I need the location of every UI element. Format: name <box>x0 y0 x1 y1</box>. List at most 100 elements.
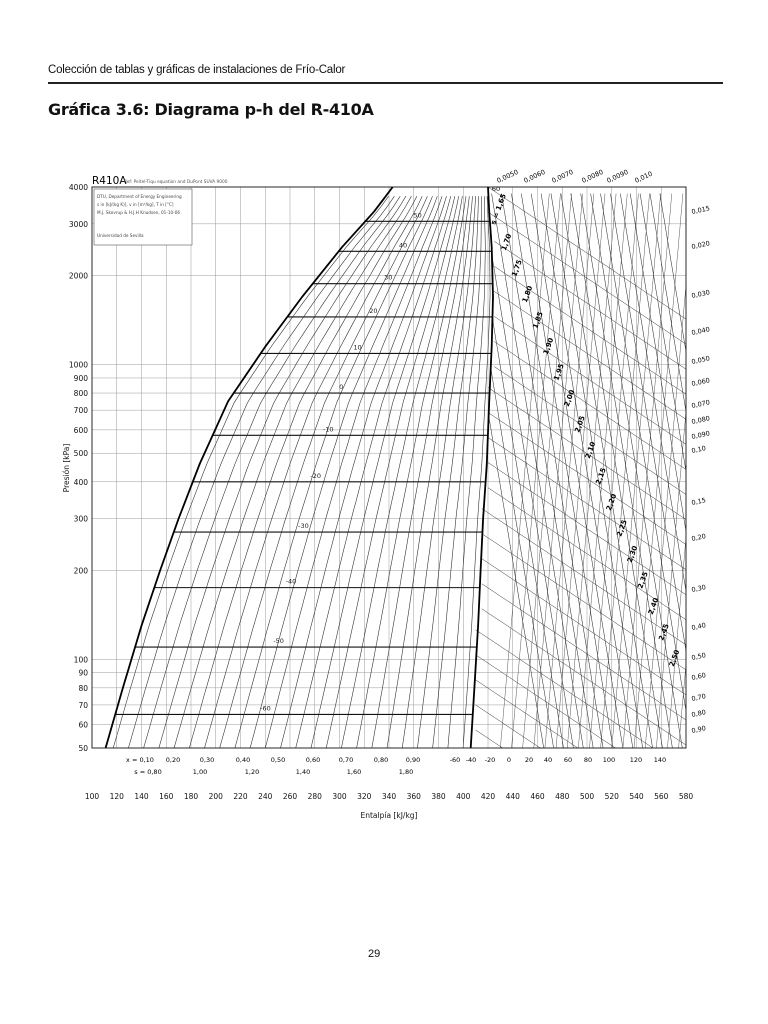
superheat-isotherm <box>620 193 686 593</box>
isochore-line <box>481 508 686 646</box>
isentrope-line <box>128 196 395 748</box>
x-tick-label: 580 <box>679 792 694 801</box>
x-tick-label: 300 <box>332 792 347 801</box>
vapor-entropy-label: 1,80 <box>521 285 534 304</box>
y-tick-label: 2000 <box>69 272 88 281</box>
entropy-label: 1,60 <box>347 768 361 776</box>
isotherm-label: -10 <box>323 425 334 433</box>
isotherm-label: 50 <box>414 211 422 219</box>
isentrope-line <box>417 196 479 748</box>
y-tick-label: 800 <box>74 389 89 398</box>
volume-label: 0,90 <box>691 724 707 735</box>
volume-label: 0,15 <box>691 496 707 507</box>
quality-label: 0,30 <box>200 756 214 764</box>
volume-label: 0,090 <box>691 429 711 441</box>
vapor-isentrope <box>522 193 572 748</box>
isentrope-line <box>219 196 428 748</box>
isochore-line <box>475 679 579 748</box>
isentrope-line <box>189 196 418 748</box>
volume-label: 0,030 <box>691 288 711 300</box>
isochore-line <box>481 583 686 721</box>
isentrope-line <box>204 196 423 748</box>
vapor-isentrope <box>589 193 639 748</box>
isentrope-line <box>249 196 438 748</box>
y-tick-label: 100 <box>74 655 89 664</box>
superheat-isotherm <box>649 193 686 414</box>
y-tick-label: 50 <box>78 744 88 753</box>
x-tick-label: 220 <box>233 792 248 801</box>
isentrope-line <box>173 196 412 748</box>
isochore-line <box>494 266 686 395</box>
vapor-entropy-label: 2,20 <box>605 493 618 512</box>
y-tick-label: 4000 <box>69 183 88 192</box>
info-box-line: s in [kJ/(kg K)], v in [m³/kg], T in [°C… <box>97 202 174 207</box>
isentrope-line <box>280 196 447 748</box>
quality-label: 0,80 <box>374 756 388 764</box>
isochore-line <box>475 629 654 748</box>
volume-label: 0,0070 <box>550 168 574 185</box>
entropy-label: 1,00 <box>193 768 207 776</box>
x-tick-label: 520 <box>605 792 620 801</box>
volume-label: 0,40 <box>691 621 707 632</box>
volume-label: 0,020 <box>691 239 711 251</box>
superheat-isotherm <box>511 193 604 748</box>
y-tick-label: 60 <box>78 721 88 730</box>
saturated-vapor-line <box>469 187 494 748</box>
x-tick-label: 160 <box>159 792 174 801</box>
superheat-isotherm <box>600 193 686 713</box>
vapor-entropy-label: 1,75 <box>510 259 523 278</box>
isochore-line <box>481 558 686 696</box>
vapor-entropy-label: 1,90 <box>542 337 555 356</box>
y-tick-label: 300 <box>74 515 89 524</box>
isentrope-line <box>371 196 470 748</box>
vapor-isentrope <box>500 193 550 748</box>
x-tick-label: 320 <box>357 792 372 801</box>
quality-label: 0,70 <box>339 756 353 764</box>
isentrope-line <box>295 196 452 748</box>
superheat-isotherm <box>659 193 686 354</box>
isochore-line <box>487 387 686 520</box>
quality-label: 0,90 <box>406 756 420 764</box>
vapor-isentrope <box>611 193 661 748</box>
vapor-entropy-label: 1,70 <box>500 233 513 252</box>
vapor-entropy-label: 2,10 <box>584 441 597 460</box>
quality-label: 0,40 <box>236 756 250 764</box>
vapor-entropy-label: 2,40 <box>647 597 660 616</box>
info-box-line: M.J. Skovrup & H.J.H Knudsen, 01-10-06 <box>97 210 180 215</box>
isentrope-line <box>341 196 463 748</box>
isochore-line <box>481 608 686 746</box>
temperature-label: -40 <box>466 756 477 764</box>
isochore-line <box>494 240 686 370</box>
vapor-entropy-label: 2,00 <box>563 389 576 408</box>
x-tick-label: 440 <box>506 792 521 801</box>
volume-label: 0,010 <box>633 170 653 185</box>
isochore-line <box>475 654 616 748</box>
x-tick-label: 500 <box>580 792 595 801</box>
temperature-label: -60 <box>450 756 461 764</box>
y-tick-label: 200 <box>74 567 89 576</box>
volume-label: 0,50 <box>691 651 707 662</box>
x-tick-label: 360 <box>407 792 422 801</box>
volume-label: 0,0090 <box>605 168 629 185</box>
volume-label: 0,080 <box>691 414 711 426</box>
isochore-line <box>487 487 686 620</box>
temperature-label: 120 <box>630 756 642 764</box>
volume-label: 0,0060 <box>522 168 546 185</box>
vapor-isentrope <box>633 193 684 748</box>
x-tick-label: 480 <box>555 792 570 801</box>
temperature-label: 140 <box>654 756 666 764</box>
volume-label: 0,80 <box>691 708 707 719</box>
isotherm-label: 10 <box>353 343 361 351</box>
vapor-isentrope <box>578 193 628 748</box>
x-tick-label: 260 <box>283 792 298 801</box>
isentrope-line <box>356 196 467 748</box>
y-tick-label: 70 <box>78 701 88 710</box>
volume-label: 0,30 <box>691 583 707 594</box>
entropy-label: 1,40 <box>296 768 310 776</box>
volume-label: 0,10 <box>691 444 707 455</box>
superheat-isotherm <box>629 193 686 533</box>
vapor-isentrope <box>600 193 650 748</box>
quality-label: 0,50 <box>271 756 285 764</box>
isentrope-line <box>447 196 486 748</box>
isentrope-line <box>462 196 491 748</box>
